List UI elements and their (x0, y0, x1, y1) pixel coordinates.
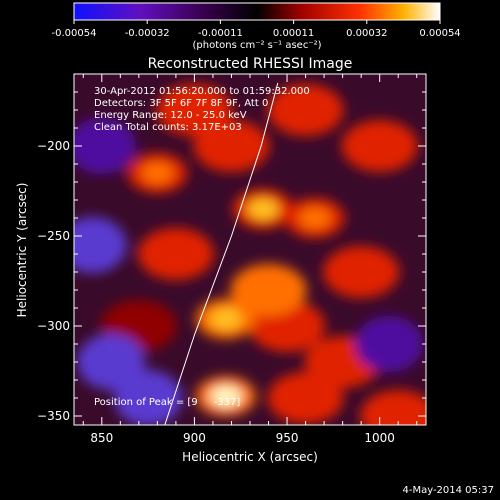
x-tick-label: 950 (276, 431, 299, 445)
colorbar-ticks: -0.00054 -0.00032 -0.00011 0.00011 0.00032 0.… (52, 20, 461, 39)
annotation-line-2: Detectors: 3F 5F 6F 7F 8F 9F, Att 0 (94, 98, 269, 109)
colorbar-tick-label: -0.00011 (198, 28, 243, 39)
heatmap-region (267, 372, 344, 424)
heatmap-region (360, 390, 426, 425)
annotation-line-4: Clean Total counts: 3.17E+03 (94, 122, 242, 133)
colorbar-tick-label: 0.00032 (346, 28, 387, 39)
annotation-line-3: Energy Range: 12.0 - 25.0 keV (94, 110, 247, 121)
dim-source (354, 316, 423, 372)
y-tick-label: −300 (37, 319, 70, 333)
colorbar-label: (photons cm⁻² s⁻¹ asec⁻²) (192, 40, 321, 51)
heatmap-region (341, 120, 418, 172)
bright-source (209, 307, 242, 330)
x-tick-label: 850 (90, 431, 113, 445)
heatmap-area (74, 74, 426, 425)
colorbar-tick-label: 0.00011 (273, 28, 314, 39)
axes: 850 900 950 1000 −200 −250 −300 −350 (37, 73, 426, 445)
heatmap-region (323, 246, 400, 298)
y-tick-label: −350 (37, 409, 70, 423)
heatmap-region (156, 84, 233, 136)
bright-source (246, 198, 279, 220)
bright-source (298, 207, 331, 229)
colorbar-tick-label: 0.00054 (419, 28, 460, 39)
heatmap-region (137, 228, 214, 280)
peak-label-end: -337] (213, 397, 241, 408)
heatmap-region (193, 120, 270, 172)
y-axis-label: Heliocentric Y (arcsec) (15, 183, 29, 318)
heatmap-region (230, 264, 307, 316)
bright-source (209, 385, 242, 408)
dim-source (114, 370, 183, 425)
colorbar-tick-label: -0.00032 (125, 28, 170, 39)
solar-limb-curve (164, 82, 279, 425)
y-tick-label: −200 (37, 139, 70, 153)
x-tick-label: 900 (183, 431, 206, 445)
bright-source (141, 162, 174, 184)
annotation-line-1: 30-Apr-2012 01:56:20.000 to 01:59:32.000 (94, 86, 310, 97)
peak-label-start: Position of Peak = [9 (94, 397, 198, 408)
colorbar (73, 2, 441, 21)
footer-timestamp: 4-May-2014 05:37 (402, 485, 494, 496)
heatmap-region (267, 84, 344, 136)
dim-source (74, 217, 127, 273)
y-tick-label: −250 (37, 229, 70, 243)
x-axis-label: Heliocentric X (arcsec) (182, 450, 318, 464)
chart-title: Reconstructed RHESSI Image (148, 56, 353, 72)
x-tick-label: 1000 (364, 431, 395, 445)
dim-source (74, 118, 136, 174)
peak-position-label: Position of Peak = [9 -337] (94, 397, 240, 408)
colorbar-tick-label: -0.00054 (52, 28, 97, 39)
